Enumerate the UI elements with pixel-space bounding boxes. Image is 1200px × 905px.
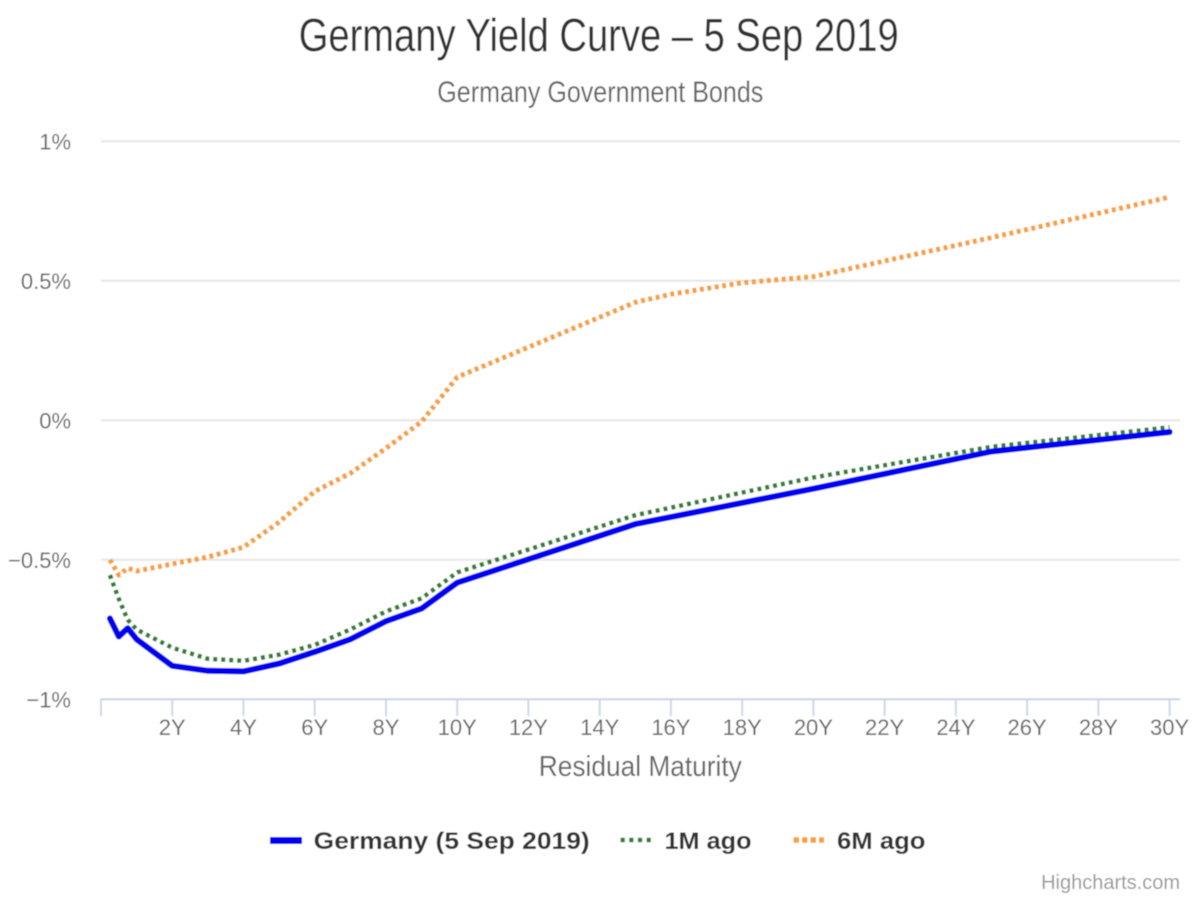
svg-text:22Y: 22Y bbox=[865, 715, 904, 740]
svg-text:2Y: 2Y bbox=[159, 715, 186, 740]
svg-text:−1%: −1% bbox=[26, 687, 71, 712]
svg-text:Highcharts.com: Highcharts.com bbox=[1041, 872, 1180, 894]
svg-text:8Y: 8Y bbox=[373, 715, 400, 740]
svg-text:1%: 1% bbox=[39, 129, 71, 154]
svg-text:28Y: 28Y bbox=[1079, 715, 1118, 740]
svg-text:10Y: 10Y bbox=[438, 715, 477, 740]
svg-text:6Y: 6Y bbox=[301, 715, 328, 740]
svg-text:Residual Maturity: Residual Maturity bbox=[539, 751, 742, 783]
svg-text:6M ago: 6M ago bbox=[837, 828, 926, 855]
svg-text:−0.5%: −0.5% bbox=[8, 548, 71, 573]
svg-text:20Y: 20Y bbox=[794, 715, 833, 740]
svg-text:24Y: 24Y bbox=[936, 715, 975, 740]
svg-text:Germany Yield Curve – 5 Sep 20: Germany Yield Curve – 5 Sep 2019 bbox=[299, 9, 899, 61]
svg-text:Germany (5 Sep 2019): Germany (5 Sep 2019) bbox=[314, 828, 590, 855]
svg-text:0.5%: 0.5% bbox=[21, 269, 71, 294]
svg-text:0%: 0% bbox=[39, 408, 71, 433]
svg-text:Germany Government Bonds: Germany Government Bonds bbox=[437, 76, 763, 109]
svg-text:26Y: 26Y bbox=[1008, 715, 1047, 740]
svg-text:1M ago: 1M ago bbox=[665, 828, 752, 855]
svg-text:4Y: 4Y bbox=[230, 715, 257, 740]
svg-text:30Y: 30Y bbox=[1150, 715, 1189, 740]
svg-text:18Y: 18Y bbox=[723, 715, 762, 740]
svg-text:16Y: 16Y bbox=[651, 715, 690, 740]
svg-text:12Y: 12Y bbox=[509, 715, 548, 740]
svg-text:14Y: 14Y bbox=[580, 715, 619, 740]
